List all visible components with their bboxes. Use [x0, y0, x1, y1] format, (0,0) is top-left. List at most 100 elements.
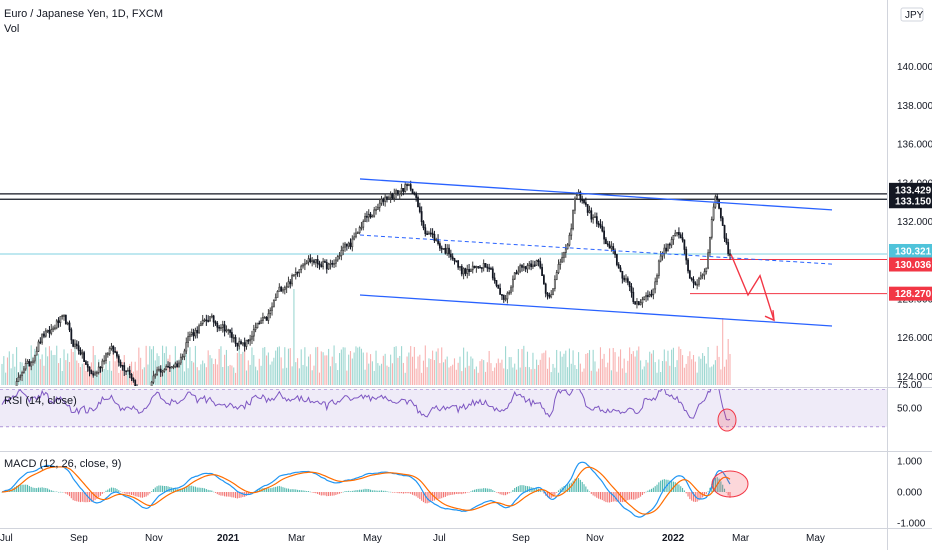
candle-body [418, 206, 421, 212]
candle [320, 261, 323, 268]
candle-body [685, 249, 688, 261]
candle-body [163, 369, 166, 372]
candle [327, 262, 330, 270]
volume-bar [534, 368, 536, 385]
candle [103, 355, 106, 365]
volume-bar [227, 366, 229, 385]
candle-body [413, 192, 416, 195]
macd-histogram-bar [267, 488, 269, 492]
candle-body [355, 232, 357, 238]
candle [351, 235, 354, 252]
symbol-title[interactable]: Euro / Japanese Yen, 1D, FXCM [4, 8, 163, 20]
candle-body [150, 381, 153, 386]
macd-histogram-bar [459, 492, 461, 494]
candle-body [592, 217, 595, 220]
volume-bar [359, 346, 361, 385]
candle-body [351, 238, 354, 248]
candle-body [608, 244, 611, 249]
candle-body [152, 375, 155, 383]
macd-histogram-bar [25, 484, 27, 492]
volume-bar [490, 363, 492, 385]
volume-bar [641, 369, 643, 385]
candle [181, 353, 184, 360]
volume-bar [6, 357, 9, 385]
macd-histogram-bar [271, 487, 273, 492]
volume-bar [333, 345, 335, 385]
candle-body [205, 319, 208, 322]
macd-histogram-bar [328, 492, 330, 497]
candle-body [376, 206, 379, 210]
candle [194, 327, 197, 339]
candle-body [475, 266, 478, 268]
candle-body [240, 341, 242, 345]
volume-bar [193, 362, 195, 385]
candle-body [459, 266, 461, 268]
macd-histogram-bar [134, 492, 136, 497]
candle [710, 216, 713, 240]
candle-body [114, 351, 117, 353]
macd-histogram-bar [19, 484, 21, 492]
volume-bar [519, 367, 521, 385]
candle [274, 293, 277, 301]
candle-body [612, 246, 615, 251]
candle-body [707, 252, 710, 269]
candle-body [285, 286, 288, 289]
candle [367, 209, 370, 222]
macd-histogram-bar [162, 485, 164, 492]
macd-histogram-bar [599, 492, 602, 500]
candle [386, 195, 388, 203]
volume-bar [672, 347, 674, 385]
macd-histogram-bar [346, 491, 348, 492]
candle-body [579, 191, 582, 201]
volume-bar [96, 370, 98, 385]
candle [190, 328, 193, 337]
candle [453, 257, 456, 265]
candle-body [271, 306, 273, 311]
candle-body [553, 279, 556, 289]
macd-histogram-bar [364, 488, 366, 492]
candle [486, 263, 489, 272]
candle [90, 369, 93, 375]
candle-body [198, 325, 200, 334]
candle-body [358, 227, 361, 233]
volume-bar [291, 366, 293, 385]
macd-histogram-bar [196, 487, 198, 492]
volume-bar [408, 352, 410, 385]
macd-histogram-bar [519, 485, 521, 492]
candle [128, 366, 131, 379]
volume-bar [505, 346, 507, 385]
candle [621, 270, 624, 284]
macd-title[interactable]: MACD (12, 26, close, 9) [4, 458, 122, 470]
candle-body [230, 332, 233, 338]
macd-histogram-bar [138, 492, 140, 498]
volume-bar [101, 362, 103, 385]
candle-body [703, 271, 706, 276]
candle-body [455, 260, 458, 263]
volume-bar [713, 364, 715, 385]
volume-bar [652, 350, 654, 385]
volume-bar [647, 362, 649, 385]
time-tick-label: Mar [732, 533, 750, 544]
volume-bar [650, 353, 653, 385]
macd-histogram-bar [280, 486, 282, 492]
candle [491, 266, 494, 281]
volume-bar [50, 350, 52, 385]
candle [699, 271, 702, 280]
volume-bar [432, 350, 434, 385]
candle [592, 214, 595, 224]
candle [499, 283, 502, 295]
candle-body [415, 193, 418, 198]
candle-body [294, 271, 297, 276]
macd-histogram-bar [382, 490, 384, 492]
macd-histogram-bar [594, 492, 596, 497]
rsi-title[interactable]: RSI (14, close) [4, 395, 77, 407]
candle-body [395, 190, 398, 194]
volume-bar [678, 346, 680, 385]
volume-bar [552, 363, 554, 385]
candle [303, 258, 306, 271]
macd-histogram-bar [399, 492, 401, 494]
volume-bar [592, 349, 594, 385]
volume-bar [585, 353, 587, 385]
price-tick-label: 126.000 [897, 333, 932, 344]
